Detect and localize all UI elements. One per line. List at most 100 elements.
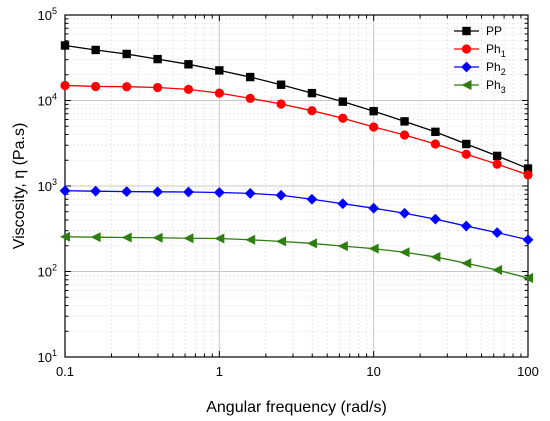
data-point — [244, 187, 256, 199]
legend-marker — [461, 44, 472, 54]
data-point — [122, 49, 131, 59]
data-point — [152, 82, 163, 93]
data-point — [213, 187, 225, 198]
x-tick-label: 100 — [517, 364, 539, 379]
data-point — [60, 231, 70, 242]
y-tick-label: 103 — [38, 177, 57, 194]
y-tick-label: 104 — [38, 92, 57, 109]
data-point — [307, 88, 317, 98]
data-point — [215, 66, 224, 75]
grid-layer — [65, 15, 528, 357]
series-line — [64, 190, 529, 241]
data-point — [276, 99, 286, 109]
data-point — [60, 41, 70, 50]
data-point — [214, 233, 225, 244]
series-ph1 — [60, 80, 533, 180]
x-tick-label: 10 — [366, 364, 380, 379]
series-pp — [60, 41, 533, 173]
data-point — [369, 122, 379, 132]
legend-label: PP — [486, 24, 502, 38]
data-point — [245, 234, 256, 245]
data-point — [368, 243, 379, 254]
data-point — [462, 139, 471, 149]
data-point — [183, 84, 194, 94]
data-point — [523, 272, 533, 283]
data-point — [399, 207, 410, 219]
x-tick-label: 1 — [216, 364, 223, 379]
data-point — [491, 227, 503, 239]
data-point — [246, 72, 255, 82]
legend-label: Ph1 — [486, 42, 506, 59]
data-point — [245, 93, 255, 103]
data-point — [338, 113, 348, 123]
data-point — [121, 186, 133, 198]
data-point — [153, 54, 162, 64]
data-point — [430, 213, 441, 225]
data-point — [430, 251, 441, 262]
series-layer — [59, 41, 534, 283]
ticks-layer — [64, 15, 528, 358]
data-point — [184, 60, 193, 69]
legend-item: PP — [454, 24, 502, 38]
y-tick-label: 102 — [38, 263, 57, 280]
legend-marker — [462, 26, 471, 36]
series-ph2 — [59, 185, 534, 246]
data-point — [306, 238, 317, 249]
data-point — [276, 236, 287, 247]
data-point — [91, 45, 100, 55]
data-point — [523, 170, 533, 180]
series-line — [64, 84, 529, 176]
data-point — [183, 186, 194, 198]
data-point — [183, 233, 194, 244]
series-ph3 — [60, 231, 533, 283]
legend-label: Ph2 — [486, 60, 506, 77]
data-point — [60, 80, 70, 91]
legend-label: Ph3 — [486, 78, 506, 95]
data-point — [306, 193, 318, 205]
data-point — [400, 117, 409, 126]
data-point — [275, 189, 287, 201]
data-point — [399, 130, 410, 140]
data-point — [431, 127, 440, 137]
data-point — [90, 232, 101, 243]
data-point — [399, 247, 410, 258]
data-point — [492, 265, 503, 276]
data-point — [91, 81, 101, 92]
data-point — [369, 106, 378, 116]
data-point — [523, 164, 533, 173]
legend-item: Ph1 — [454, 42, 506, 59]
y-tick-label: 105 — [38, 6, 57, 23]
legend-marker — [461, 80, 472, 90]
x-axis-title: Angular frequency (rad/s) — [206, 399, 387, 416]
data-point — [492, 159, 502, 169]
data-point — [337, 198, 349, 210]
y-tick-label: 101 — [38, 348, 57, 365]
series-line — [64, 236, 529, 279]
data-point — [152, 186, 163, 198]
data-point — [152, 232, 163, 243]
data-point — [461, 149, 471, 159]
data-point — [307, 106, 317, 116]
series-line — [64, 44, 529, 170]
data-point — [121, 232, 132, 243]
data-point — [214, 88, 224, 98]
data-point — [522, 234, 534, 246]
legend-item: Ph2 — [454, 60, 506, 77]
data-point — [59, 185, 71, 197]
data-point — [276, 80, 286, 89]
data-point — [492, 151, 502, 161]
data-point — [90, 185, 102, 197]
data-point — [430, 139, 441, 149]
data-point — [338, 97, 348, 106]
legend-item: Ph3 — [454, 78, 506, 95]
tick-labels-layer: 0.1 1 10 100 101 102 103 104 105 — [38, 6, 539, 379]
x-tick-label: 0.1 — [56, 364, 74, 379]
data-point — [337, 241, 348, 252]
data-point — [122, 82, 132, 92]
data-point — [460, 220, 472, 232]
y-axis-title: Viscosity, η (Pa.s) — [11, 123, 28, 250]
data-point — [368, 202, 380, 214]
legend-marker — [461, 61, 472, 73]
